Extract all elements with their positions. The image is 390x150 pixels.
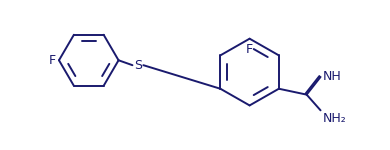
Text: F: F xyxy=(246,43,253,56)
Text: NH₂: NH₂ xyxy=(323,112,346,125)
Text: S: S xyxy=(135,59,142,72)
Text: F: F xyxy=(49,54,56,67)
Text: NH: NH xyxy=(323,70,341,83)
